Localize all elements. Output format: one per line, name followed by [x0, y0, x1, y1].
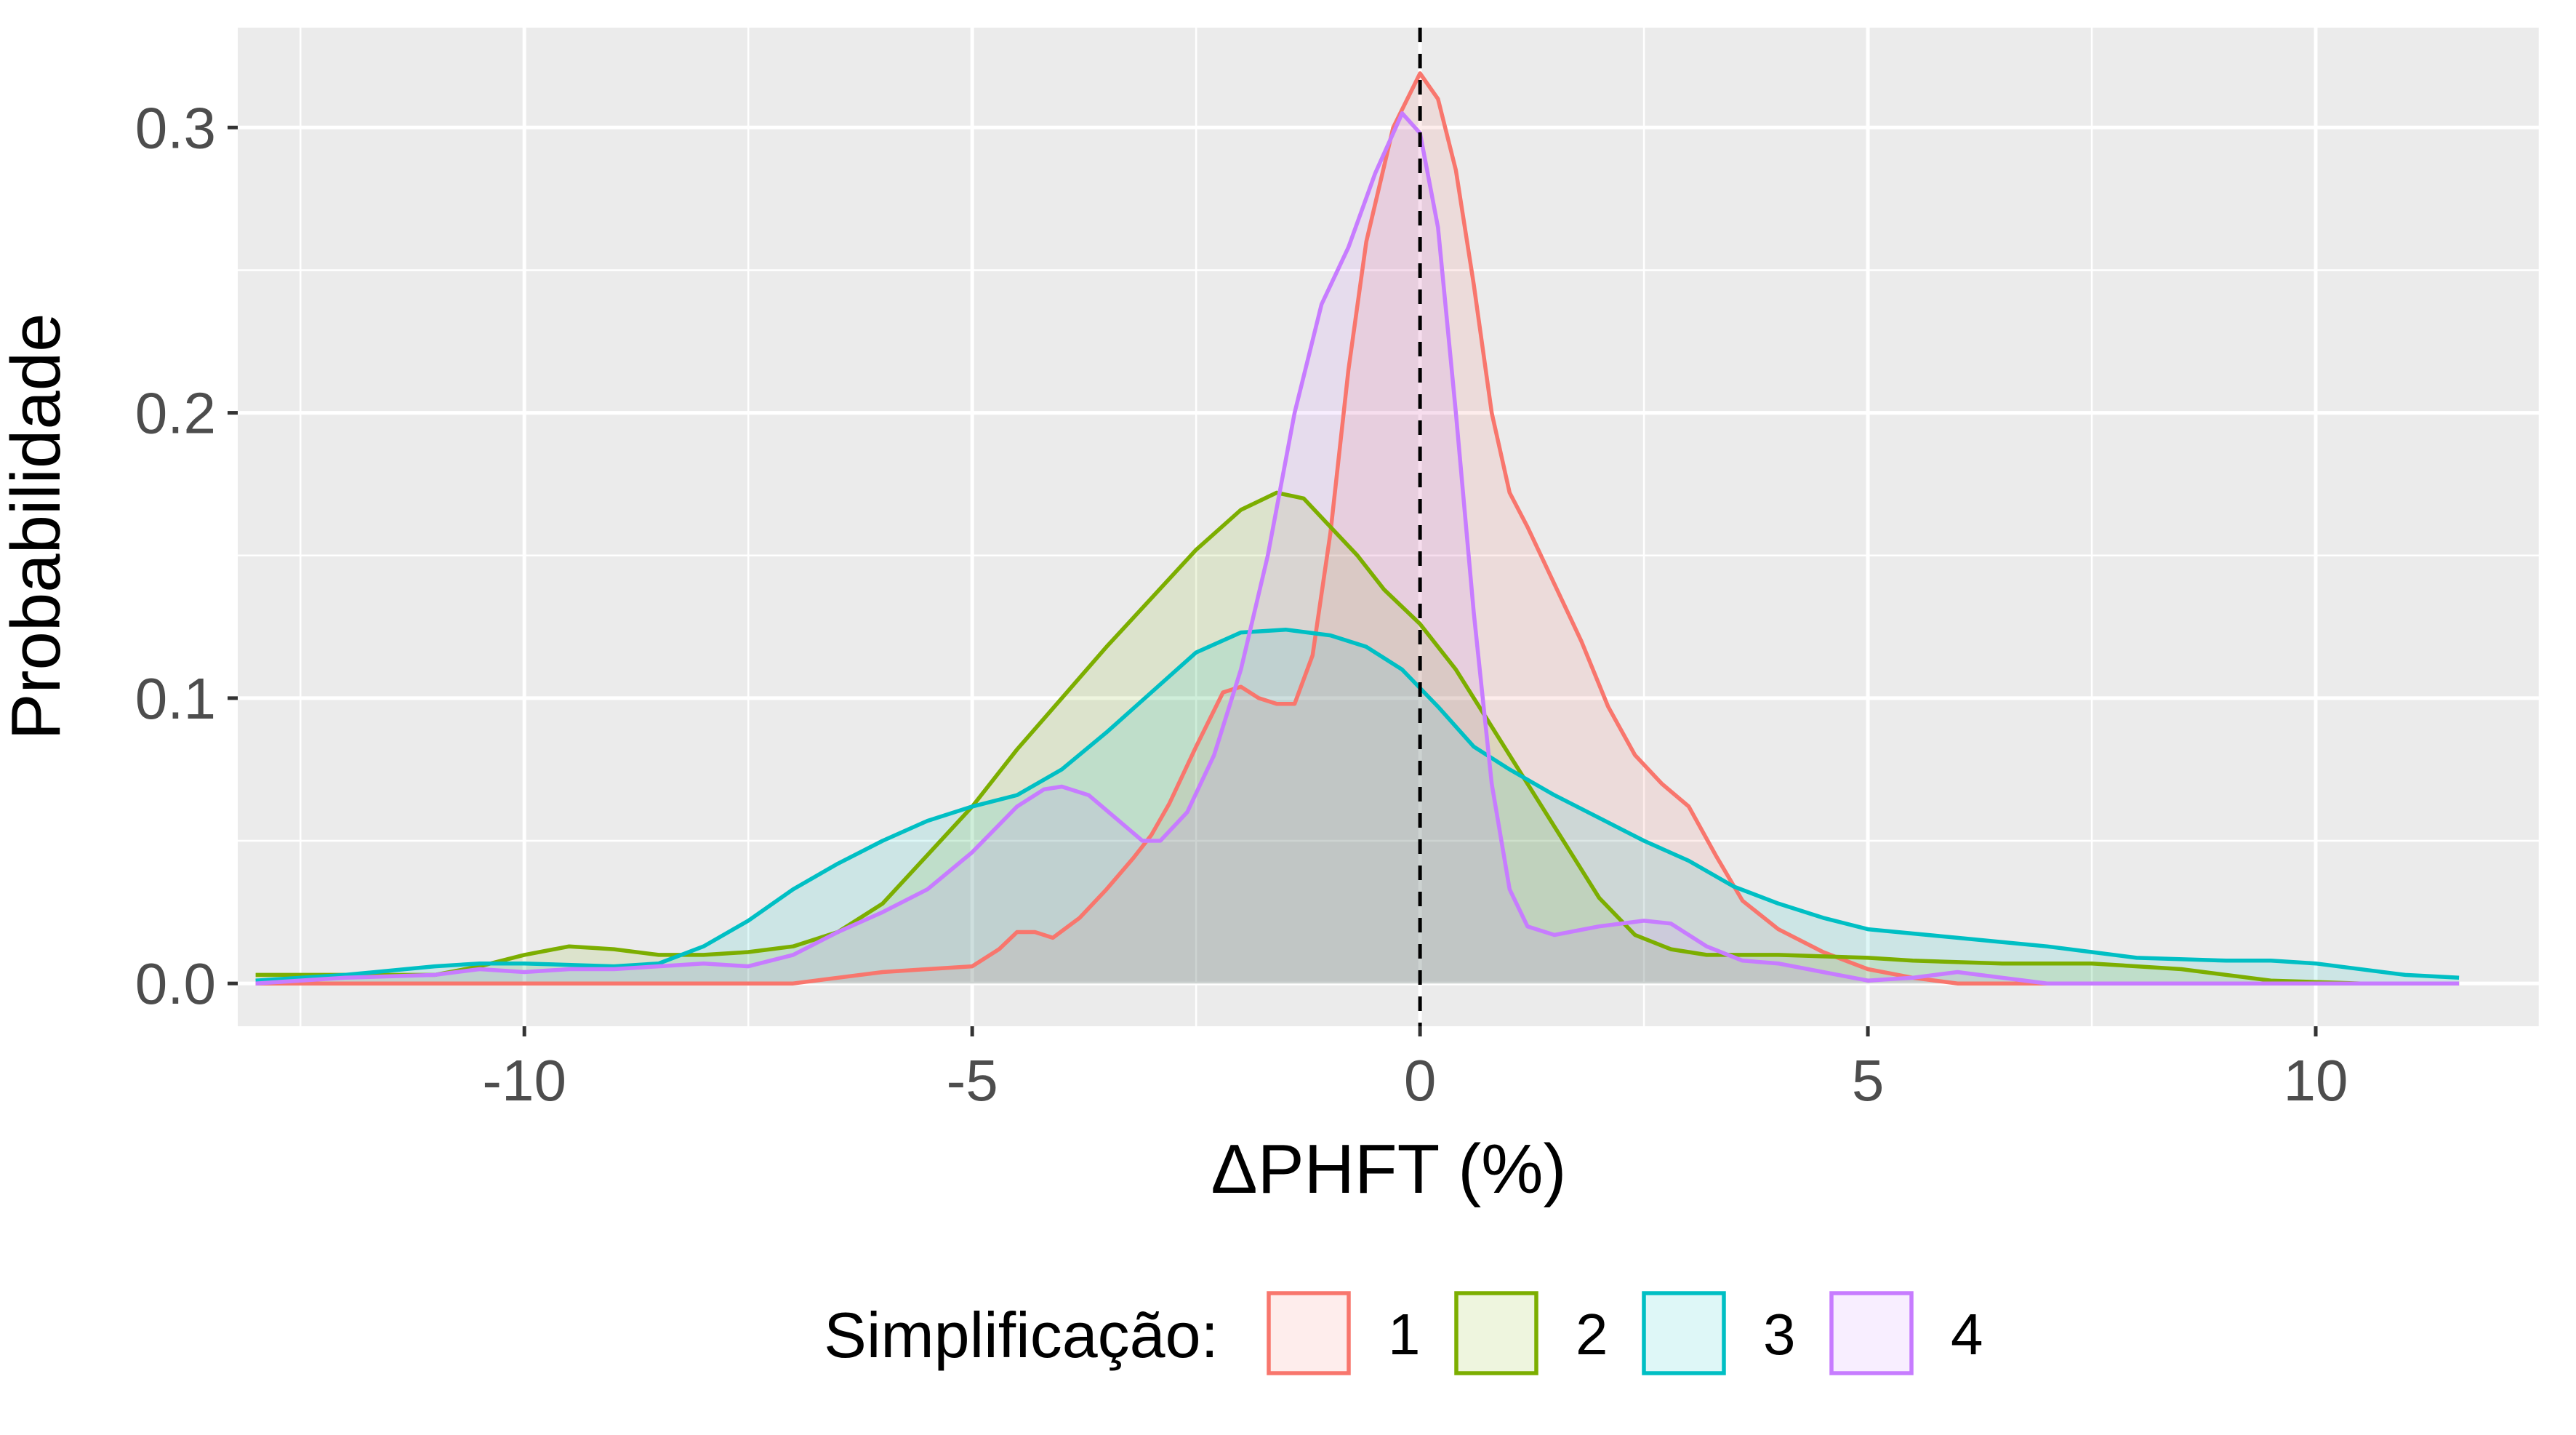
- density-area-4: [255, 113, 2460, 984]
- x-axis-title: ΔPHFT (%): [1211, 1130, 1567, 1208]
- legend-key-1: [1267, 1291, 1351, 1375]
- density-areas: [255, 73, 2460, 984]
- y-tick-label-3: 0.3: [135, 95, 216, 160]
- density-line-2: [255, 490, 2460, 986]
- grid-minor: [238, 28, 2541, 1026]
- density-area-2: [255, 492, 2460, 984]
- x-tick-label-3: 5: [1852, 1048, 1885, 1113]
- legend-key-2: [1454, 1291, 1538, 1375]
- x-tick-label-4: 10: [2284, 1048, 2348, 1113]
- legend-label-1: 1: [1388, 1302, 1421, 1367]
- density-lines: [255, 71, 2460, 986]
- y-axis-title: Probabilidade: [0, 313, 75, 740]
- density-area-3: [255, 629, 2460, 984]
- legend-key-3: [1642, 1291, 1726, 1375]
- x-tick-label-1: -5: [947, 1048, 998, 1113]
- density-area-1: [255, 73, 2460, 984]
- x-tick-label-0: -10: [482, 1048, 566, 1113]
- plot-panel: [238, 28, 2540, 1026]
- legend-title: Simplificação:: [824, 1299, 1219, 1371]
- legend: Simplificação: 1 2 3 4: [824, 1291, 1983, 1375]
- legend-key-4: [1829, 1291, 1914, 1375]
- legend-label-3: 3: [1763, 1302, 1796, 1367]
- legend-label-4: 4: [1951, 1302, 1983, 1367]
- grid-major: [238, 28, 2540, 1026]
- y-axis: 0.0 0.1 0.2 0.3: [135, 95, 238, 1016]
- density-line-3: [255, 627, 2460, 983]
- y-tick-label-0: 0.0: [135, 951, 216, 1016]
- y-tick-label-2: 0.2: [135, 381, 216, 446]
- x-tick-label-2: 0: [1404, 1048, 1437, 1113]
- density-line-4: [255, 111, 2460, 986]
- legend-label-2: 2: [1576, 1302, 1608, 1367]
- y-tick-label-1: 0.1: [135, 666, 216, 731]
- x-axis: -10 -5 0 5 10: [482, 1026, 2348, 1113]
